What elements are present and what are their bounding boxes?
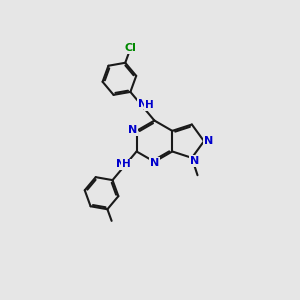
Text: N: N (190, 156, 199, 167)
Text: H: H (145, 100, 153, 110)
Text: N: N (138, 98, 148, 109)
Text: H: H (122, 159, 131, 170)
Text: N: N (116, 159, 125, 170)
Text: N: N (150, 158, 159, 168)
Text: N: N (128, 125, 137, 135)
Text: N: N (204, 136, 213, 146)
Text: Cl: Cl (124, 44, 136, 53)
